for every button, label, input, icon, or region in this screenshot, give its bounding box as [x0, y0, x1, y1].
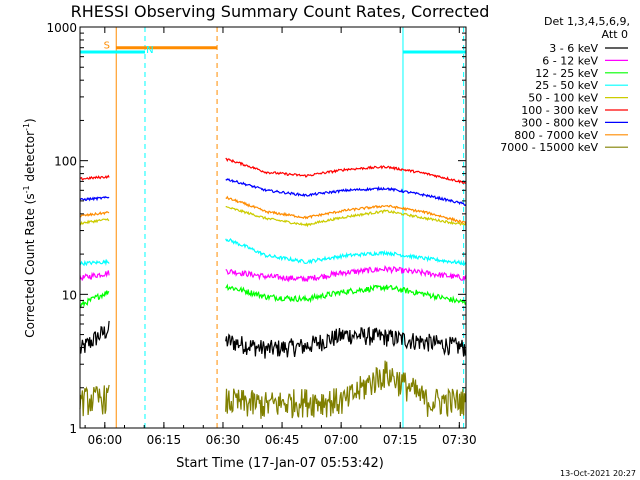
series-4: [79, 206, 467, 228]
series-4-segment-1: [79, 218, 110, 226]
series-8-segment-1: [79, 384, 110, 417]
series-2: [79, 283, 466, 309]
series-4-segment-2: [225, 206, 467, 228]
series-6-segment-1: [79, 195, 110, 202]
legend-entry-label-5: 100 - 300 keV: [521, 104, 598, 117]
series-1-segment-2: [225, 265, 467, 283]
x-tick-label-6: 07:30: [442, 433, 477, 447]
series-7-segment-2: [225, 195, 467, 225]
x-tick-label-0: 06:00: [88, 433, 123, 447]
legend-entry-label-6: 300 - 800 keV: [521, 116, 598, 129]
x-tick-label-5: 07:15: [383, 433, 418, 447]
series-8: [79, 360, 467, 419]
y-tick-label-0: 1: [69, 422, 77, 436]
x-tick-label-2: 06:30: [206, 433, 241, 447]
series-3-segment-2: [225, 238, 467, 266]
y-axis: 1 10 100 1000: [46, 21, 466, 436]
x-tick-label-4: 07:00: [324, 433, 359, 447]
series-7-segment-1: [79, 211, 110, 218]
legend-header-line1: Det 1,3,4,5,6,9,: [544, 15, 630, 28]
series-5-segment-1: [79, 174, 110, 181]
legend-entry-label-1: 6 - 12 keV: [542, 54, 598, 67]
series-0: [79, 320, 467, 359]
legend-entry-label-3: 25 - 50 keV: [535, 79, 598, 92]
series-3: [79, 238, 467, 267]
legend-entry-label-2: 12 - 25 keV: [535, 67, 598, 80]
footer-timestamp: 13-Oct-2021 20:27: [560, 469, 636, 478]
y-tick-label-3: 1000: [46, 21, 77, 35]
legend-entry-label-0: 3 - 6 keV: [549, 42, 598, 55]
series-5: [79, 157, 466, 184]
series-8-segment-2: [225, 360, 467, 419]
legend-entry-label-4: 50 - 100 keV: [528, 92, 598, 105]
x-axis-label: Start Time (17-Jan-07 05:53:42): [176, 456, 384, 471]
legend-entry-label-7: 800 - 7000 keV: [514, 129, 598, 142]
series-6: [79, 178, 467, 206]
x-axis: 06:00 06:15 06:30 06:45 07:00 07:15 07:30: [84, 27, 477, 447]
series-0-segment-2: [225, 326, 467, 359]
flag-label-N: N: [146, 45, 153, 56]
chart-title: RHESSI Observing Summary Count Rates, Co…: [71, 2, 490, 21]
series-1-segment-1: [79, 270, 110, 281]
x-tick-label-1: 06:15: [147, 433, 182, 447]
y-axis-label: Corrected Count Rate (s-1 detector-1): [22, 118, 37, 337]
y-tick-label-1: 10: [62, 288, 77, 302]
series-3-segment-1: [79, 258, 110, 267]
series-1: [79, 265, 467, 283]
series-2-segment-1: [79, 290, 110, 309]
series-5-segment-2: [225, 157, 466, 184]
legend-header-line2: Att 0: [602, 28, 628, 41]
x-tick-label-3: 06:45: [265, 433, 300, 447]
series-7: [79, 195, 467, 225]
series-2-segment-2: [225, 283, 466, 305]
flag-label-S: S: [104, 41, 110, 52]
series-6-segment-2: [225, 178, 467, 206]
legend-entry-label-8: 7000 - 15000 keV: [500, 141, 598, 154]
series-0-segment-1: [79, 320, 110, 354]
plot-frame: [79, 26, 467, 429]
y-tick-label-2: 100: [54, 155, 77, 169]
